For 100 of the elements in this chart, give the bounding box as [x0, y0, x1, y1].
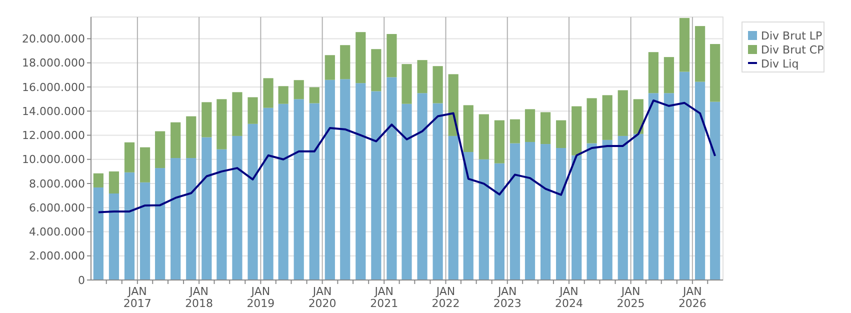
y-tick-label: 2.000.000	[29, 250, 85, 263]
x-tick-label: JAN 2018	[185, 285, 214, 310]
x-tick-label: JAN 2025	[616, 285, 645, 310]
legend-label: Div Liq	[761, 57, 799, 70]
bar	[248, 97, 258, 124]
bar	[448, 136, 458, 280]
bar	[309, 103, 320, 280]
bar	[294, 80, 304, 100]
bar	[356, 32, 366, 84]
x-tick-label: JAN 2021	[370, 285, 398, 310]
bar	[340, 79, 350, 280]
bar	[386, 77, 397, 280]
bar	[618, 90, 628, 136]
bar	[524, 109, 536, 142]
x-tick-label: JAN 2026	[678, 285, 706, 310]
bar	[340, 45, 350, 80]
bar	[216, 99, 227, 150]
bar	[710, 102, 720, 280]
bar	[386, 34, 397, 78]
bar	[124, 172, 135, 280]
bar	[494, 120, 504, 164]
bar	[664, 93, 674, 280]
y-tick-label: 20.000.000	[22, 32, 85, 46]
bar	[402, 104, 412, 280]
y-tick-label: 10.000.000	[22, 153, 85, 166]
bar	[478, 114, 489, 160]
bar	[664, 57, 674, 94]
bar	[202, 137, 212, 280]
x-tick-label: JAN 2019	[246, 285, 275, 310]
bar	[324, 55, 335, 80]
bar	[572, 155, 582, 280]
x-tick-label: JAN 2024	[555, 285, 584, 310]
bar	[263, 108, 274, 280]
y-tick-label: 14.000.000	[22, 104, 85, 118]
bar	[263, 78, 274, 108]
bar	[602, 140, 612, 280]
y-tick-label: 0	[78, 274, 85, 287]
bar	[402, 64, 412, 104]
bar	[510, 119, 520, 144]
bar	[463, 105, 474, 152]
bar	[248, 124, 258, 280]
y-tick-label: 12.000.000	[22, 129, 85, 142]
bar	[710, 44, 720, 102]
bar	[232, 92, 242, 136]
bar	[202, 102, 212, 138]
bar	[478, 159, 489, 280]
bar	[294, 99, 304, 280]
bar	[417, 60, 428, 94]
legend-label: Div Brut LP	[761, 29, 823, 42]
bar	[93, 187, 104, 280]
bar	[510, 143, 520, 280]
bar	[556, 120, 566, 148]
bar	[124, 142, 135, 172]
bar	[155, 168, 166, 280]
x-tick-label: JAN 2017	[123, 285, 152, 310]
bar	[309, 87, 320, 104]
bar	[186, 116, 196, 158]
bar	[170, 122, 181, 158]
bar	[572, 106, 582, 156]
bar	[463, 152, 474, 280]
bar	[648, 52, 658, 94]
bar	[679, 72, 690, 280]
line-series	[97, 99, 716, 214]
x-tick-label: JAN 2022	[432, 285, 460, 310]
x-tick-label: JAN 2020	[308, 285, 336, 310]
bar	[186, 158, 196, 280]
bar	[170, 158, 181, 280]
bar	[108, 194, 120, 280]
bar	[155, 131, 166, 168]
bar	[417, 93, 428, 280]
bar	[371, 49, 382, 92]
bar	[108, 171, 120, 194]
y-tick-label: 4.000.000	[29, 226, 85, 239]
bar	[278, 104, 288, 280]
y-tick-label: 16.000.000	[22, 80, 85, 94]
bar	[586, 98, 597, 144]
bar	[540, 112, 551, 144]
bar	[140, 182, 150, 280]
bar	[324, 80, 335, 280]
bar	[602, 95, 612, 140]
bar	[633, 134, 644, 280]
bar	[356, 83, 366, 280]
bar	[524, 142, 536, 280]
bar	[694, 82, 706, 280]
bar	[216, 149, 227, 280]
x-tick-label: JAN 2023	[493, 285, 522, 310]
bar	[278, 86, 288, 104]
bar	[694, 26, 706, 82]
bar	[586, 143, 597, 280]
bar	[140, 147, 150, 182]
bar	[633, 99, 644, 134]
bar	[540, 144, 551, 280]
bar	[232, 136, 242, 280]
bar	[432, 66, 443, 104]
bar	[648, 93, 658, 280]
y-tick-label: 6.000.000	[29, 201, 85, 214]
bar	[494, 163, 504, 280]
y-tick-label: 8.000.000	[29, 177, 85, 190]
bar	[556, 148, 566, 280]
bar	[448, 74, 458, 136]
